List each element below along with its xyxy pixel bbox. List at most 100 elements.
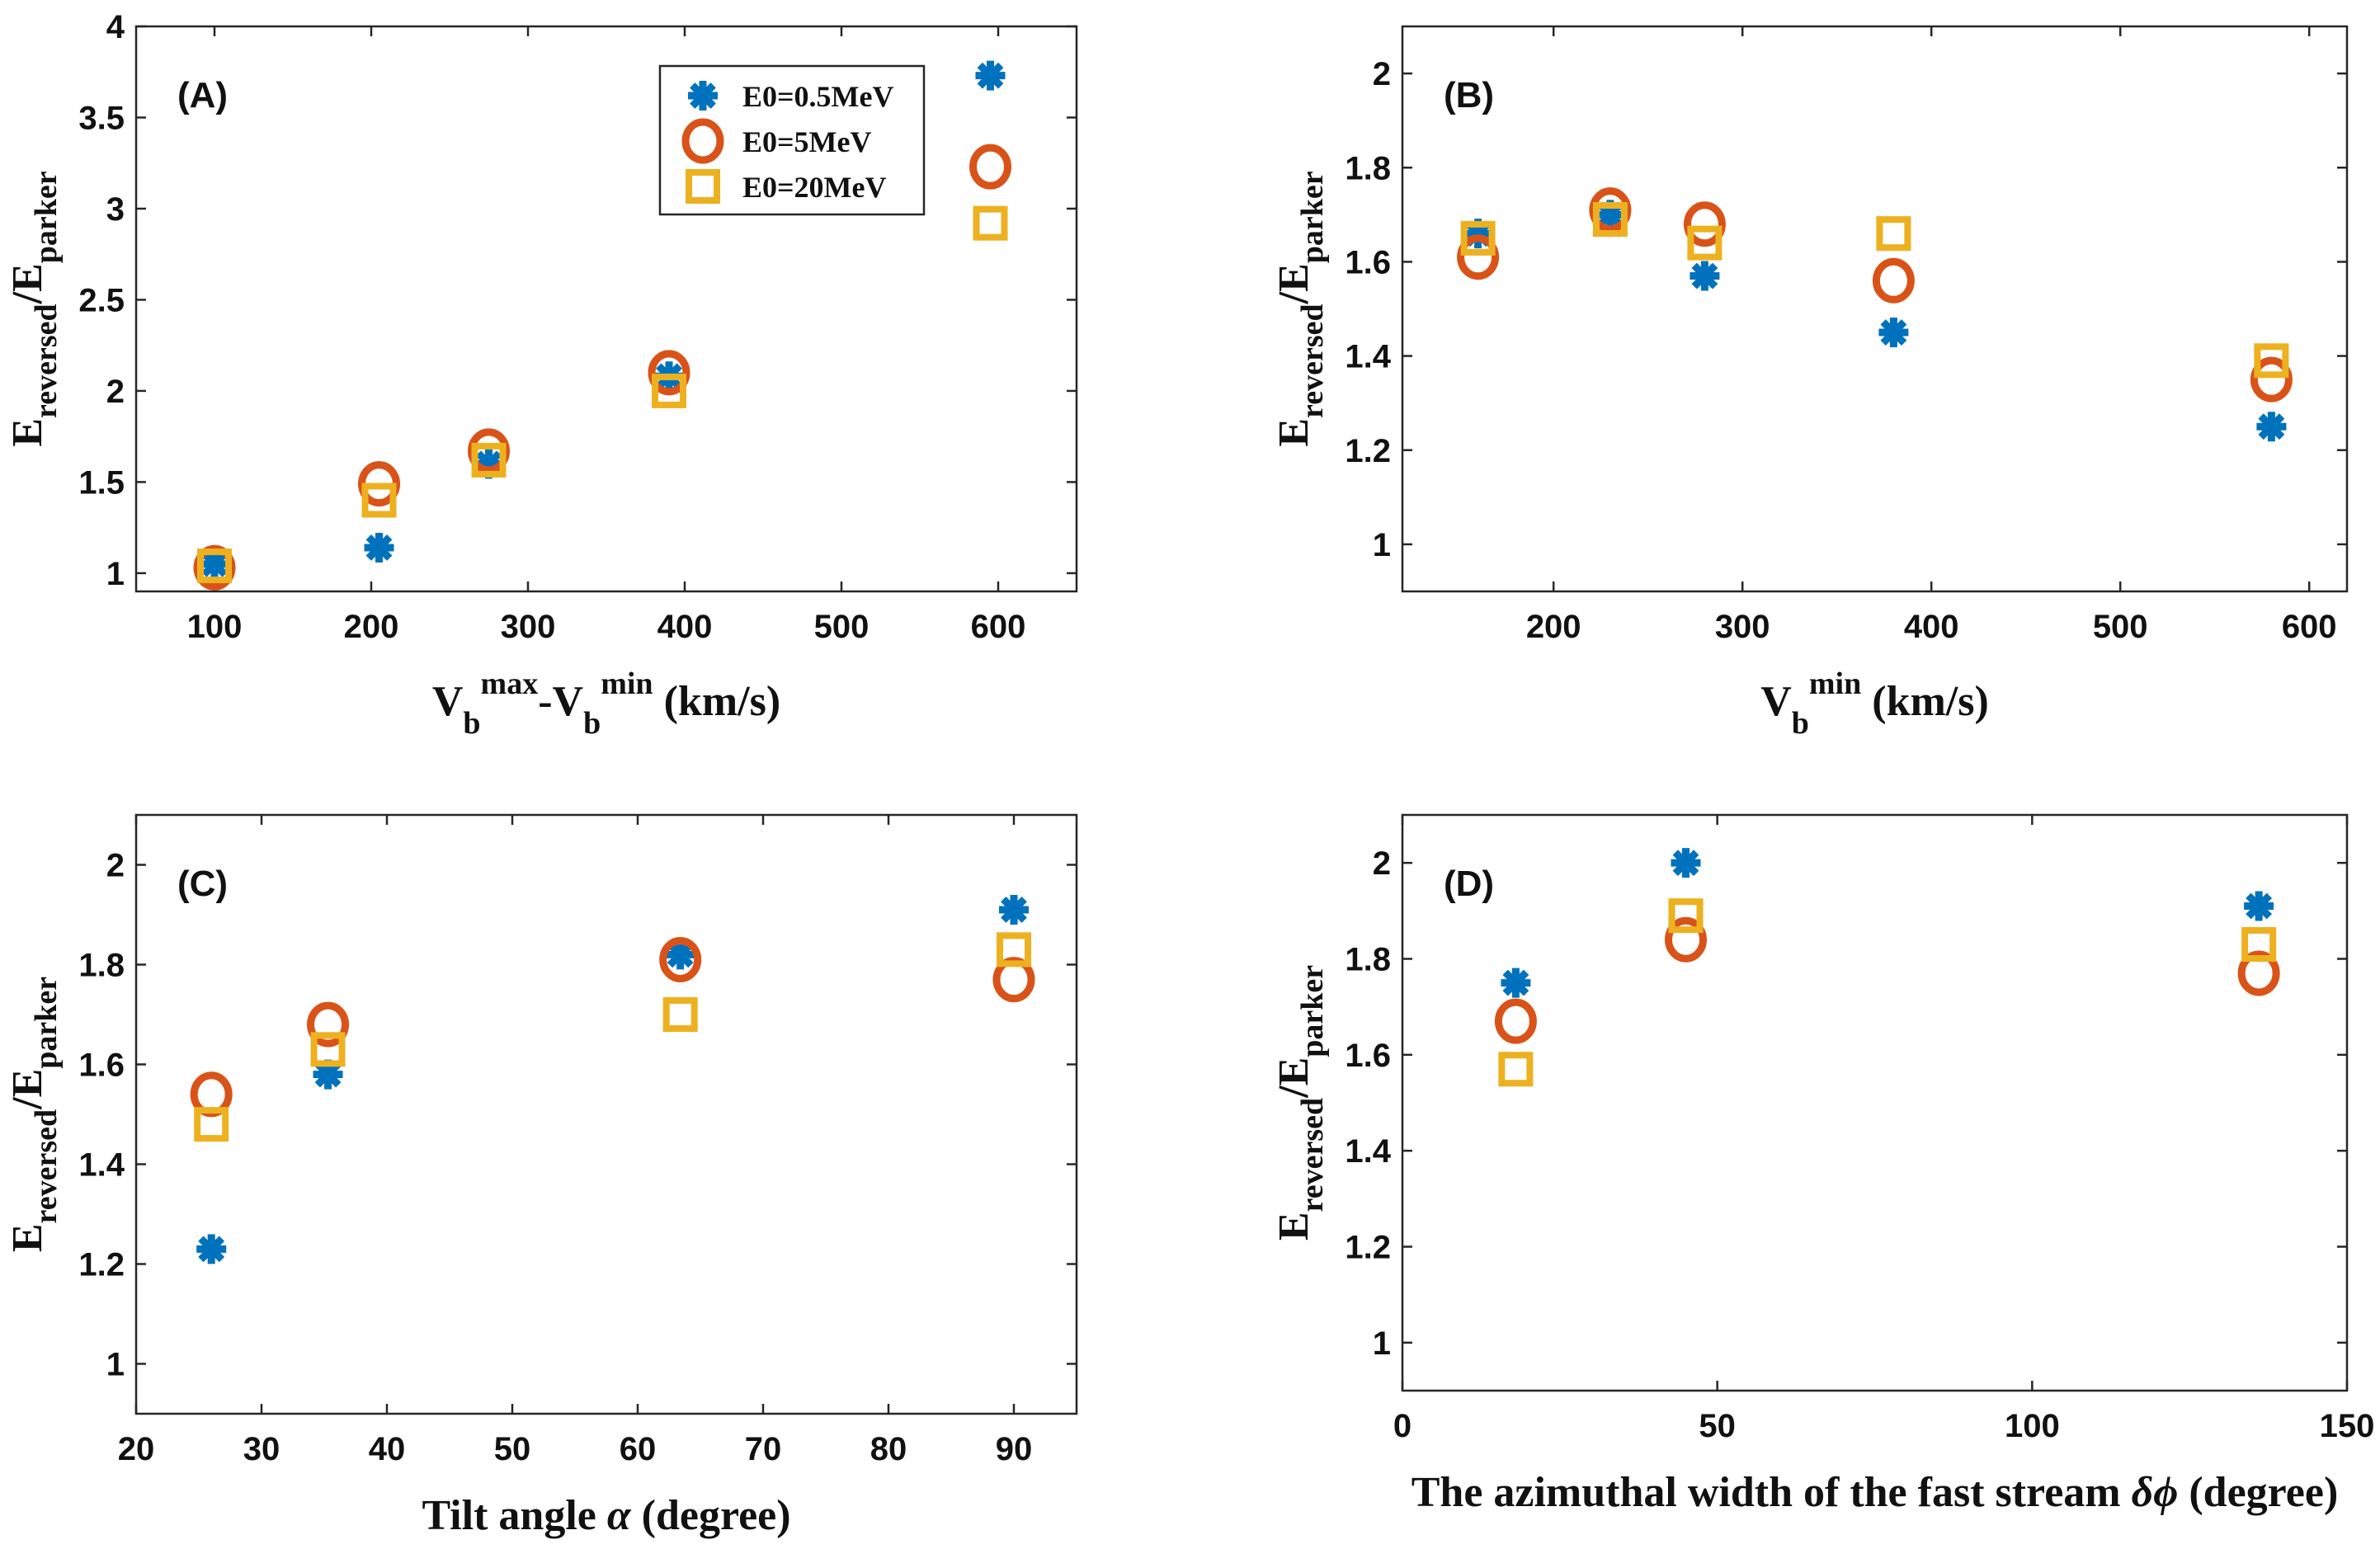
x-label-part: V (432, 678, 464, 725)
data-point-stroke (1502, 969, 1529, 996)
data-point (1668, 898, 1704, 934)
x-tick-label: 500 (2093, 609, 2148, 645)
x-tick-label: 90 (996, 1431, 1033, 1467)
data-point (310, 1032, 346, 1067)
y-tick-label: 1 (1373, 1325, 1391, 1362)
data-point-stroke (2246, 892, 2273, 920)
data-point (1592, 202, 1628, 238)
y-tick-label: 1.4 (1345, 1133, 1391, 1170)
data-point-stroke (667, 941, 694, 968)
legend-marker (681, 118, 724, 164)
y-label-sub2: parker (29, 977, 64, 1069)
data-point (2241, 927, 2277, 963)
y-label-sep: /E (4, 1069, 51, 1110)
data-point (361, 483, 397, 518)
x-tick-label: 50 (1699, 1408, 1736, 1444)
data-point (307, 1001, 350, 1048)
y-axis-label: Ereversed/Eparker (1270, 171, 1330, 446)
y-tick-label: 2 (1373, 845, 1391, 882)
data-point (200, 549, 229, 579)
y-label-sep: /E (1270, 1057, 1317, 1099)
data-point (1878, 318, 1909, 348)
legend-marker (686, 169, 720, 204)
y-label-sep: /E (1270, 263, 1317, 304)
y-label-sub2: parker (29, 171, 64, 263)
data-point (975, 60, 1006, 91)
series-1 (196, 894, 1029, 1264)
x-tick-label: 500 (814, 609, 870, 645)
axes-box (134, 25, 1078, 593)
y-label-sub1: reversed (29, 1109, 64, 1224)
legend-label: E0=5MeV (742, 125, 871, 158)
y-label-main: E (4, 418, 51, 447)
y-tick-label: 1.2 (78, 1247, 125, 1283)
data-point (1457, 234, 1500, 280)
y-label-sub2: parker (1295, 171, 1330, 263)
y-tick-label: 1.8 (78, 948, 125, 984)
y-tick-label: 2.5 (78, 282, 125, 318)
data-point (1876, 216, 1911, 252)
panel-a: 100 200 300 400 500 600 1 1.5 2 2.5 3 3.5 4 (A) Erever… (4, 9, 1078, 741)
y-tick-label: 2 (1373, 56, 1391, 92)
data-point (1501, 968, 1531, 998)
data-point (194, 1107, 229, 1142)
x-tick-label: 200 (344, 609, 399, 645)
data-point (2254, 343, 2289, 379)
x-tick-label: 30 (243, 1431, 280, 1467)
x-tick-label: 40 (369, 1431, 406, 1467)
y-label-sub1: reversed (29, 304, 64, 418)
data-point (1494, 998, 1537, 1044)
legend-label: E0=20MeV (742, 171, 886, 204)
y-tick-label: 1 (106, 1347, 125, 1383)
data-point-stroke (1672, 850, 1699, 877)
x-tick-label: 150 (2320, 1408, 2375, 1444)
data-point (652, 373, 686, 408)
legend-label: E0=0.5MeV (742, 80, 893, 113)
data-point (1872, 257, 1915, 304)
x-label-part: b (1792, 706, 1809, 741)
data-point-stroke (198, 1236, 225, 1263)
x-label-part: min (601, 666, 653, 701)
data-point (196, 1234, 227, 1264)
y-tick-label: 2 (106, 848, 125, 884)
data-point (1498, 1052, 1534, 1087)
data-point (2256, 412, 2287, 442)
y-tick-label: 3 (106, 191, 125, 228)
y-tick-label: 1.6 (78, 1048, 125, 1084)
data-point (197, 549, 232, 584)
panel-label: (D) (1444, 864, 1494, 904)
data-point (1690, 261, 1720, 291)
x-tick-label: 50 (494, 1431, 531, 1467)
y-tick-label: 1.6 (1345, 244, 1391, 280)
y-label-sub1: reversed (1295, 1098, 1330, 1212)
x-tick-label: 400 (1904, 609, 1959, 645)
panel-label: (C) (177, 864, 228, 904)
legend: E0=0.5MeV E0=5MeV E0=20MeV (658, 64, 926, 216)
panel-c: 20 30 40 50 60 70 80 90 1 1.2 1.4 1.6 1.8 2 (C) Erevers… (4, 813, 1078, 1539)
y-label-sub2: parker (1295, 965, 1330, 1057)
y-tick-label: 1 (1373, 527, 1391, 563)
data-point (313, 1059, 343, 1090)
data-point (659, 936, 702, 982)
data-point (999, 894, 1029, 925)
x-label-part: (km/s) (653, 678, 781, 725)
y-tick-label: 4 (106, 9, 125, 45)
data-point (662, 997, 698, 1032)
y-tick-label: 1.8 (1345, 942, 1391, 978)
x-axis-label: The azimuthal width of the fast stream δ… (1412, 1469, 2339, 1516)
data-point-stroke (314, 1061, 342, 1088)
data-point-stroke (977, 62, 1004, 89)
panel-d: 0 50 100 150 1 1.2 1.4 1.6 1.8 2 (D) Ereversed/Epar… (1270, 813, 2375, 1516)
x-axis-label: Tilt angle α (degree) (422, 1492, 790, 1539)
data-point (973, 205, 1008, 241)
x-label-part: b (583, 706, 601, 741)
x-label-part: (km/s) (1861, 678, 1989, 725)
y-tick-label: 3.5 (78, 100, 125, 136)
y-tick-label: 1.4 (78, 1147, 125, 1184)
y-tick-label: 1.2 (1345, 433, 1391, 469)
data-point (2244, 891, 2274, 921)
data-point (2237, 950, 2280, 996)
x-label-part: (degree) (2178, 1469, 2338, 1516)
data-point-stroke (1001, 897, 1027, 923)
